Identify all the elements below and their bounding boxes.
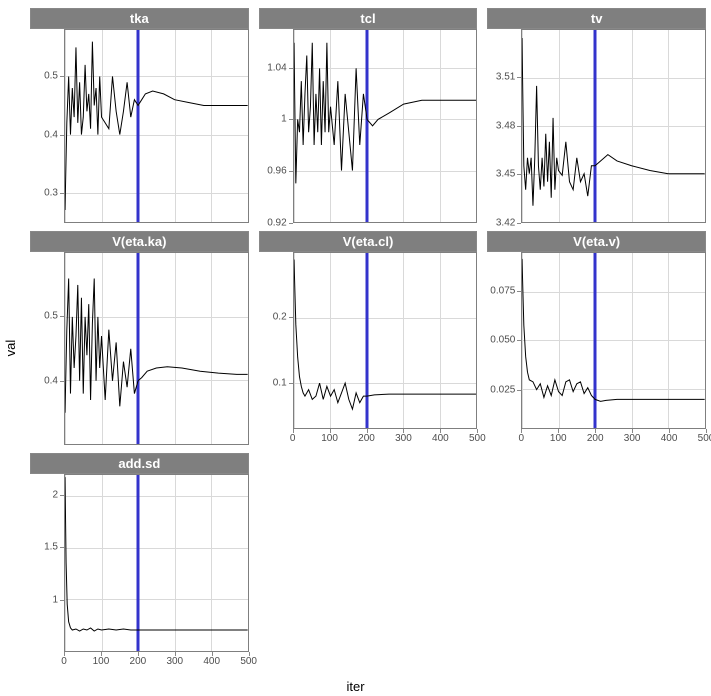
x-tick-label: 0 xyxy=(290,433,296,444)
x-axis: 0100200300400500 xyxy=(293,429,478,445)
y-tick-label: 0.5 xyxy=(44,311,58,322)
y-tick-label: 0.3 xyxy=(44,188,58,199)
plot-wrap: 0.0250.0500.0750100200300400500 xyxy=(487,252,706,430)
trace-line xyxy=(294,259,477,409)
y-axis: 0.920.9611.04 xyxy=(259,29,293,223)
plot-area xyxy=(521,252,706,430)
x-tick-label: 0 xyxy=(61,656,67,667)
trace-plot-figure: val iter tka 0.3 0.4 0.5 tcl 0.92 0.96 1 1.04 tv 3… xyxy=(0,0,711,696)
y-tick-label: 3.42 xyxy=(496,217,515,228)
x-tick-label: 0 xyxy=(519,433,525,444)
y-axis-label: val xyxy=(3,340,18,357)
panel-strip: tka xyxy=(30,8,249,29)
x-tick-label: 500 xyxy=(240,656,257,667)
panel-strip: add.sd xyxy=(30,453,249,474)
y-axis: 0.025 0.050 0.075 xyxy=(487,252,521,430)
y-tick-label: 0.2 xyxy=(273,312,287,323)
y-tick-label: 0.1 xyxy=(273,378,287,389)
x-tick-label: 500 xyxy=(698,433,711,444)
x-tick-label: 100 xyxy=(93,656,110,667)
x-tick-label: 400 xyxy=(661,433,678,444)
plot-area xyxy=(293,29,478,223)
y-tick-label: 3.51 xyxy=(496,72,515,83)
y-tick-label: 0.96 xyxy=(267,166,286,177)
panel-v-eta-ka-: V(eta.ka) 0.4 0.5 xyxy=(30,231,249,446)
x-tick-label: 300 xyxy=(166,656,183,667)
y-tick-label: 3.48 xyxy=(496,120,515,131)
y-tick-label: 1 xyxy=(52,594,58,605)
x-axis: 0100200300400500 xyxy=(521,429,706,445)
y-axis: 0.3 0.4 0.5 xyxy=(30,29,64,223)
panel-v-eta-cl-: V(eta.cl)0.10.20100200300400500 xyxy=(259,231,478,446)
y-tick-label: 0.075 xyxy=(490,286,515,297)
y-tick-label: 0.92 xyxy=(267,217,286,228)
y-tick-label: 0.4 xyxy=(44,129,58,140)
panel-strip: V(eta.cl) xyxy=(259,231,478,252)
y-tick-label: 1.04 xyxy=(267,62,286,73)
plot-area xyxy=(64,29,249,223)
panel-strip: tv xyxy=(487,8,706,29)
y-tick-label: 3.45 xyxy=(496,169,515,180)
plot-area xyxy=(293,252,478,430)
plot-wrap: 0.920.9611.04 xyxy=(259,29,478,223)
trace-line xyxy=(65,477,248,631)
panel-strip: tcl xyxy=(259,8,478,29)
x-tick-label: 100 xyxy=(550,433,567,444)
panel-grid: tka 0.3 0.4 0.5 tcl 0.92 0.96 1 1.04 tv 3.42 3.45 3.… xyxy=(30,8,706,668)
panel-strip: V(eta.ka) xyxy=(30,231,249,252)
x-tick-label: 400 xyxy=(203,656,220,667)
y-axis: 3.423.453.483.51 xyxy=(487,29,521,223)
y-tick-label: 1.5 xyxy=(44,542,58,553)
plot-wrap: 0.4 0.5 xyxy=(30,252,249,446)
x-tick-label: 300 xyxy=(395,433,412,444)
y-tick-label: 0.050 xyxy=(490,335,515,346)
y-tick-label: 0.5 xyxy=(44,70,58,81)
y-axis: 0.4 0.5 xyxy=(30,252,64,446)
panel-add-sd: add.sd11.520100200300400500 xyxy=(30,453,249,668)
plot-area xyxy=(64,474,249,652)
y-axis: 11.52 xyxy=(30,474,64,652)
panel-v-eta-v-: V(eta.v)0.0250.0500.0750100200300400500 xyxy=(487,231,706,446)
x-tick-label: 200 xyxy=(587,433,604,444)
panel-tcl: tcl0.920.9611.04 xyxy=(259,8,478,223)
y-tick-label: 2 xyxy=(52,490,58,501)
plot-area xyxy=(521,29,706,223)
y-tick-label: 0.025 xyxy=(490,384,515,395)
panel-tka: tka 0.3 0.4 0.5 xyxy=(30,8,249,223)
x-tick-label: 400 xyxy=(432,433,449,444)
trace-line xyxy=(522,259,705,401)
trace-line xyxy=(522,38,705,206)
plot-wrap: 0.3 0.4 0.5 xyxy=(30,29,249,223)
x-tick-label: 100 xyxy=(321,433,338,444)
x-tick-label: 500 xyxy=(469,433,486,444)
y-axis: 0.1 0.2 xyxy=(259,252,293,430)
x-tick-label: 200 xyxy=(358,433,375,444)
x-tick-label: 200 xyxy=(130,656,147,667)
trace-line xyxy=(65,278,248,412)
x-axis-label: iter xyxy=(346,679,364,694)
y-tick-label: 0.4 xyxy=(44,375,58,386)
plot-area xyxy=(64,252,249,446)
x-axis: 0100200300400500 xyxy=(64,652,249,668)
panel-tv: tv3.423.453.483.51 xyxy=(487,8,706,223)
x-tick-label: 300 xyxy=(624,433,641,444)
trace-line xyxy=(65,42,248,210)
plot-wrap: 0.10.20100200300400500 xyxy=(259,252,478,430)
trace-line xyxy=(294,43,477,184)
y-tick-label: 1 xyxy=(281,114,287,125)
plot-wrap: 11.520100200300400500 xyxy=(30,474,249,652)
plot-wrap: 3.423.453.483.51 xyxy=(487,29,706,223)
panel-strip: V(eta.v) xyxy=(487,231,706,252)
